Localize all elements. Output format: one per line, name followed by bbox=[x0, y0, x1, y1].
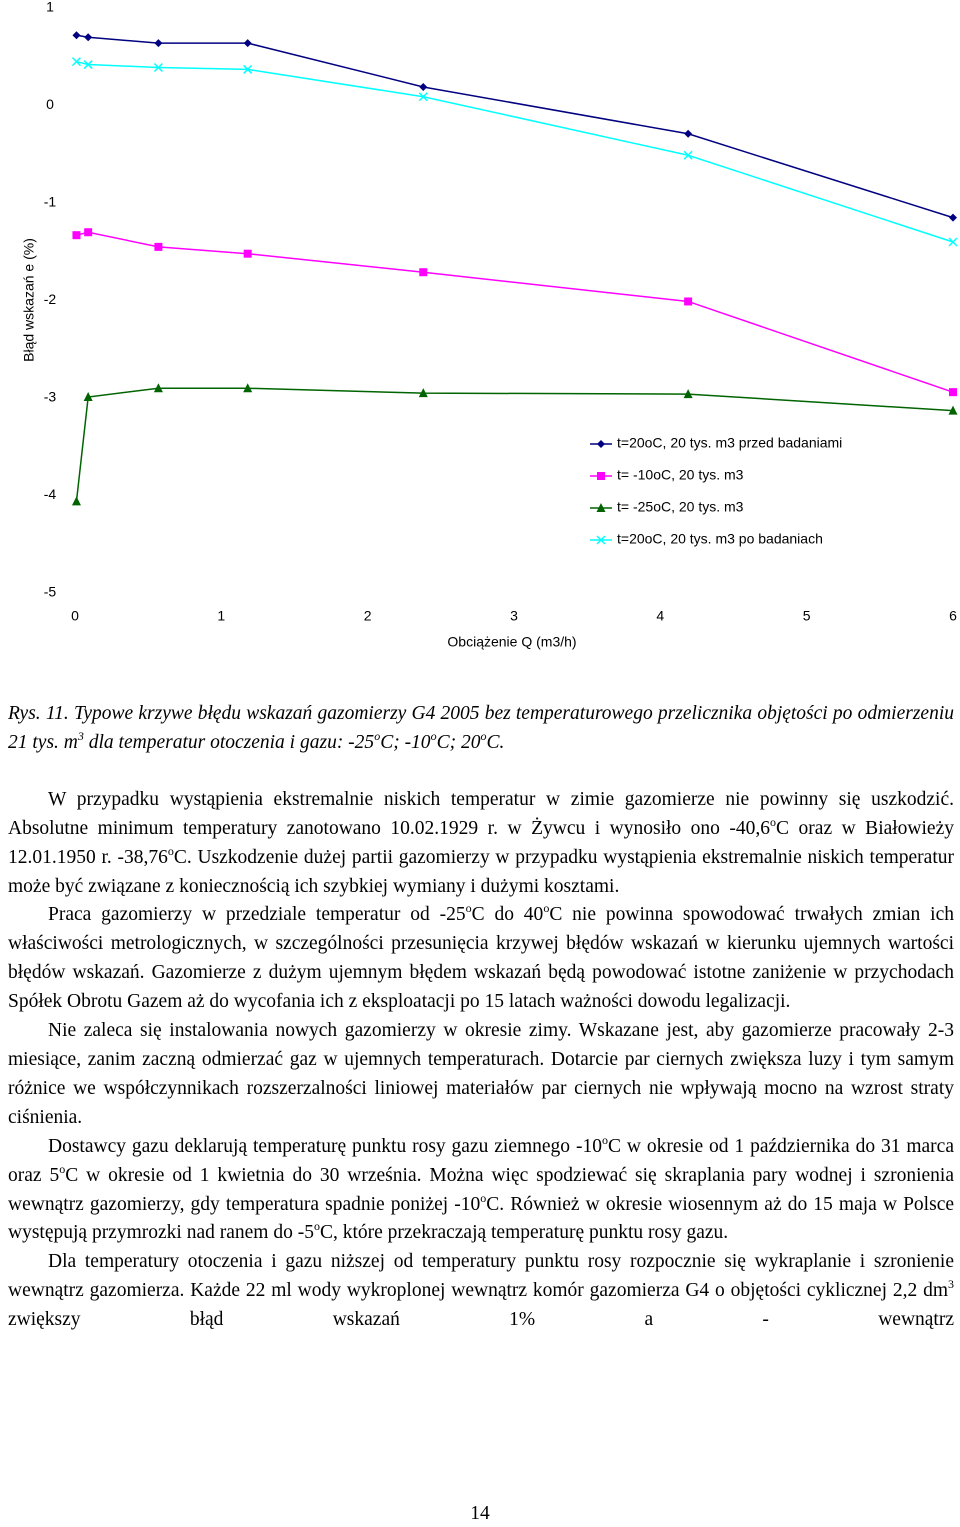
text-run: Rys. 11. Typowe krzywe błędu wskazań gaz… bbox=[8, 703, 954, 753]
marker bbox=[597, 440, 605, 448]
marker bbox=[684, 297, 693, 306]
y-tick-label: 1 bbox=[46, 0, 54, 15]
text-run: C; -10 bbox=[380, 731, 431, 753]
superscript: o bbox=[59, 1161, 66, 1176]
superscript: o bbox=[480, 1190, 487, 1205]
text-run: Dla temperatury otoczenia i gazu niższej… bbox=[8, 1251, 954, 1302]
marker bbox=[243, 249, 252, 258]
text-run: C w okresie od 1 kwietnia do 30 września… bbox=[8, 1164, 954, 1215]
text-run: C. Również w okresie wiosennym aż do 15 … bbox=[8, 1193, 954, 1244]
text-run: C. Uszkodzenie dużej partii gazomierzy w… bbox=[8, 846, 954, 897]
x-tick-label: 4 bbox=[656, 608, 664, 624]
y-tick-label: 0 bbox=[46, 96, 54, 112]
marker bbox=[84, 228, 93, 237]
legend-label: t=20oC, 20 tys. m3 po badaniach bbox=[617, 531, 823, 547]
paragraph: Nie zaleca się instalowania nowych gazom… bbox=[8, 1017, 954, 1133]
series-line bbox=[76, 60, 954, 243]
superscript: o bbox=[313, 1219, 320, 1234]
marker bbox=[683, 150, 693, 160]
text-run: zwiększy błąd wskazań 1% a - wewnątrz bbox=[8, 1309, 954, 1331]
marker bbox=[419, 82, 428, 91]
text-run: dla temperatur otoczenia i gazu: -25 bbox=[83, 731, 375, 753]
text-run: C oraz w Białowieży 12.01.1950 r. -38,76 bbox=[8, 817, 954, 868]
marker bbox=[153, 62, 163, 73]
legend-label: t= -10oC, 20 tys. m3 bbox=[617, 467, 744, 483]
series-line bbox=[76, 34, 954, 219]
marker bbox=[243, 39, 252, 48]
marker bbox=[154, 242, 163, 251]
marker bbox=[71, 57, 81, 67]
superscript: o bbox=[601, 1132, 608, 1147]
marker bbox=[418, 388, 428, 398]
marker bbox=[596, 535, 606, 545]
y-axis-label: Błąd wskazań e (%) bbox=[21, 238, 37, 362]
x-tick-label: 3 bbox=[510, 608, 518, 624]
x-axis-label: Obciążenie Q (m3/h) bbox=[447, 634, 576, 650]
text-run: Nie zaleca się instalowania nowych gazom… bbox=[8, 1020, 954, 1128]
text-run: C, które przekraczają temperaturę punktu… bbox=[319, 1222, 729, 1244]
text-run: C; 20 bbox=[436, 731, 481, 753]
text-run: Dostawcy gazu deklarują temperaturę punk… bbox=[48, 1135, 602, 1157]
x-tick-label: 0 bbox=[71, 608, 79, 624]
y-tick-label: -4 bbox=[44, 486, 57, 502]
figure-caption: Rys. 11. Typowe krzywe błędu wskazań gaz… bbox=[8, 700, 954, 758]
x-tick-label: 6 bbox=[949, 608, 957, 624]
superscript: o bbox=[374, 728, 381, 743]
marker bbox=[72, 231, 81, 240]
marker bbox=[243, 383, 253, 393]
marker bbox=[948, 237, 958, 247]
legend-label: t= -25oC, 20 tys. m3 bbox=[617, 499, 744, 515]
marker bbox=[83, 60, 93, 70]
y-tick-label: -2 bbox=[44, 291, 57, 307]
text-run: C do 40 bbox=[471, 904, 544, 926]
legend-label: t=20oC, 20 tys. m3 przed badaniami bbox=[617, 435, 842, 451]
marker bbox=[684, 129, 693, 138]
marker bbox=[84, 33, 93, 42]
marker bbox=[418, 92, 428, 102]
marker bbox=[597, 472, 605, 480]
marker bbox=[72, 31, 81, 40]
page-number: 14 bbox=[470, 1503, 490, 1524]
marker bbox=[419, 268, 428, 277]
paragraph: W przypadku wystąpienia ekstremalnie nis… bbox=[8, 786, 954, 902]
text-run: C w okresie od 1 października do 31 marc… bbox=[8, 1135, 954, 1186]
superscript: o bbox=[430, 728, 437, 743]
marker bbox=[948, 405, 958, 415]
x-tick-label: 1 bbox=[217, 608, 225, 624]
x-tick-label: 2 bbox=[364, 608, 372, 624]
superscript: o bbox=[465, 901, 472, 916]
marker bbox=[949, 213, 957, 222]
text-run: C nie powinna spowodować trwałych zmian … bbox=[8, 904, 954, 1013]
marker bbox=[243, 64, 253, 74]
series-line bbox=[76, 231, 954, 393]
chart: Błąd wskazań e (%) Obciążenie Q (m3/h) -… bbox=[21, 0, 958, 650]
marker bbox=[83, 392, 93, 402]
marker bbox=[71, 496, 81, 506]
document-text: Rys. 11. Typowe krzywe błędu wskazań gaz… bbox=[8, 700, 954, 1335]
paragraph: Dostawcy gazu deklarują temperaturę punk… bbox=[8, 1133, 954, 1249]
superscript: o bbox=[167, 843, 174, 858]
paragraph: Praca gazomierzy w przedziale temperatur… bbox=[8, 901, 954, 1017]
marker bbox=[683, 389, 693, 399]
superscript: o bbox=[543, 901, 550, 916]
y-tick-label: -3 bbox=[44, 389, 57, 405]
y-tick-label: -1 bbox=[44, 194, 57, 210]
marker bbox=[153, 383, 163, 393]
text-run: Praca gazomierzy w przedziale temperatur… bbox=[48, 904, 466, 926]
y-tick-label: -5 bbox=[44, 584, 57, 600]
x-tick-label: 5 bbox=[803, 608, 811, 624]
superscript: 3 bbox=[948, 1277, 954, 1292]
text-run: W przypadku wystąpienia ekstremalnie nis… bbox=[8, 788, 954, 839]
text-run: C. bbox=[486, 731, 505, 753]
marker bbox=[154, 39, 163, 48]
marker bbox=[596, 503, 606, 512]
superscript: o bbox=[480, 728, 487, 743]
marker bbox=[949, 388, 957, 397]
superscript: 3 bbox=[77, 728, 84, 743]
paragraph: Dla temperatury otoczenia i gazu niższej… bbox=[8, 1248, 954, 1335]
superscript: o bbox=[770, 814, 777, 829]
